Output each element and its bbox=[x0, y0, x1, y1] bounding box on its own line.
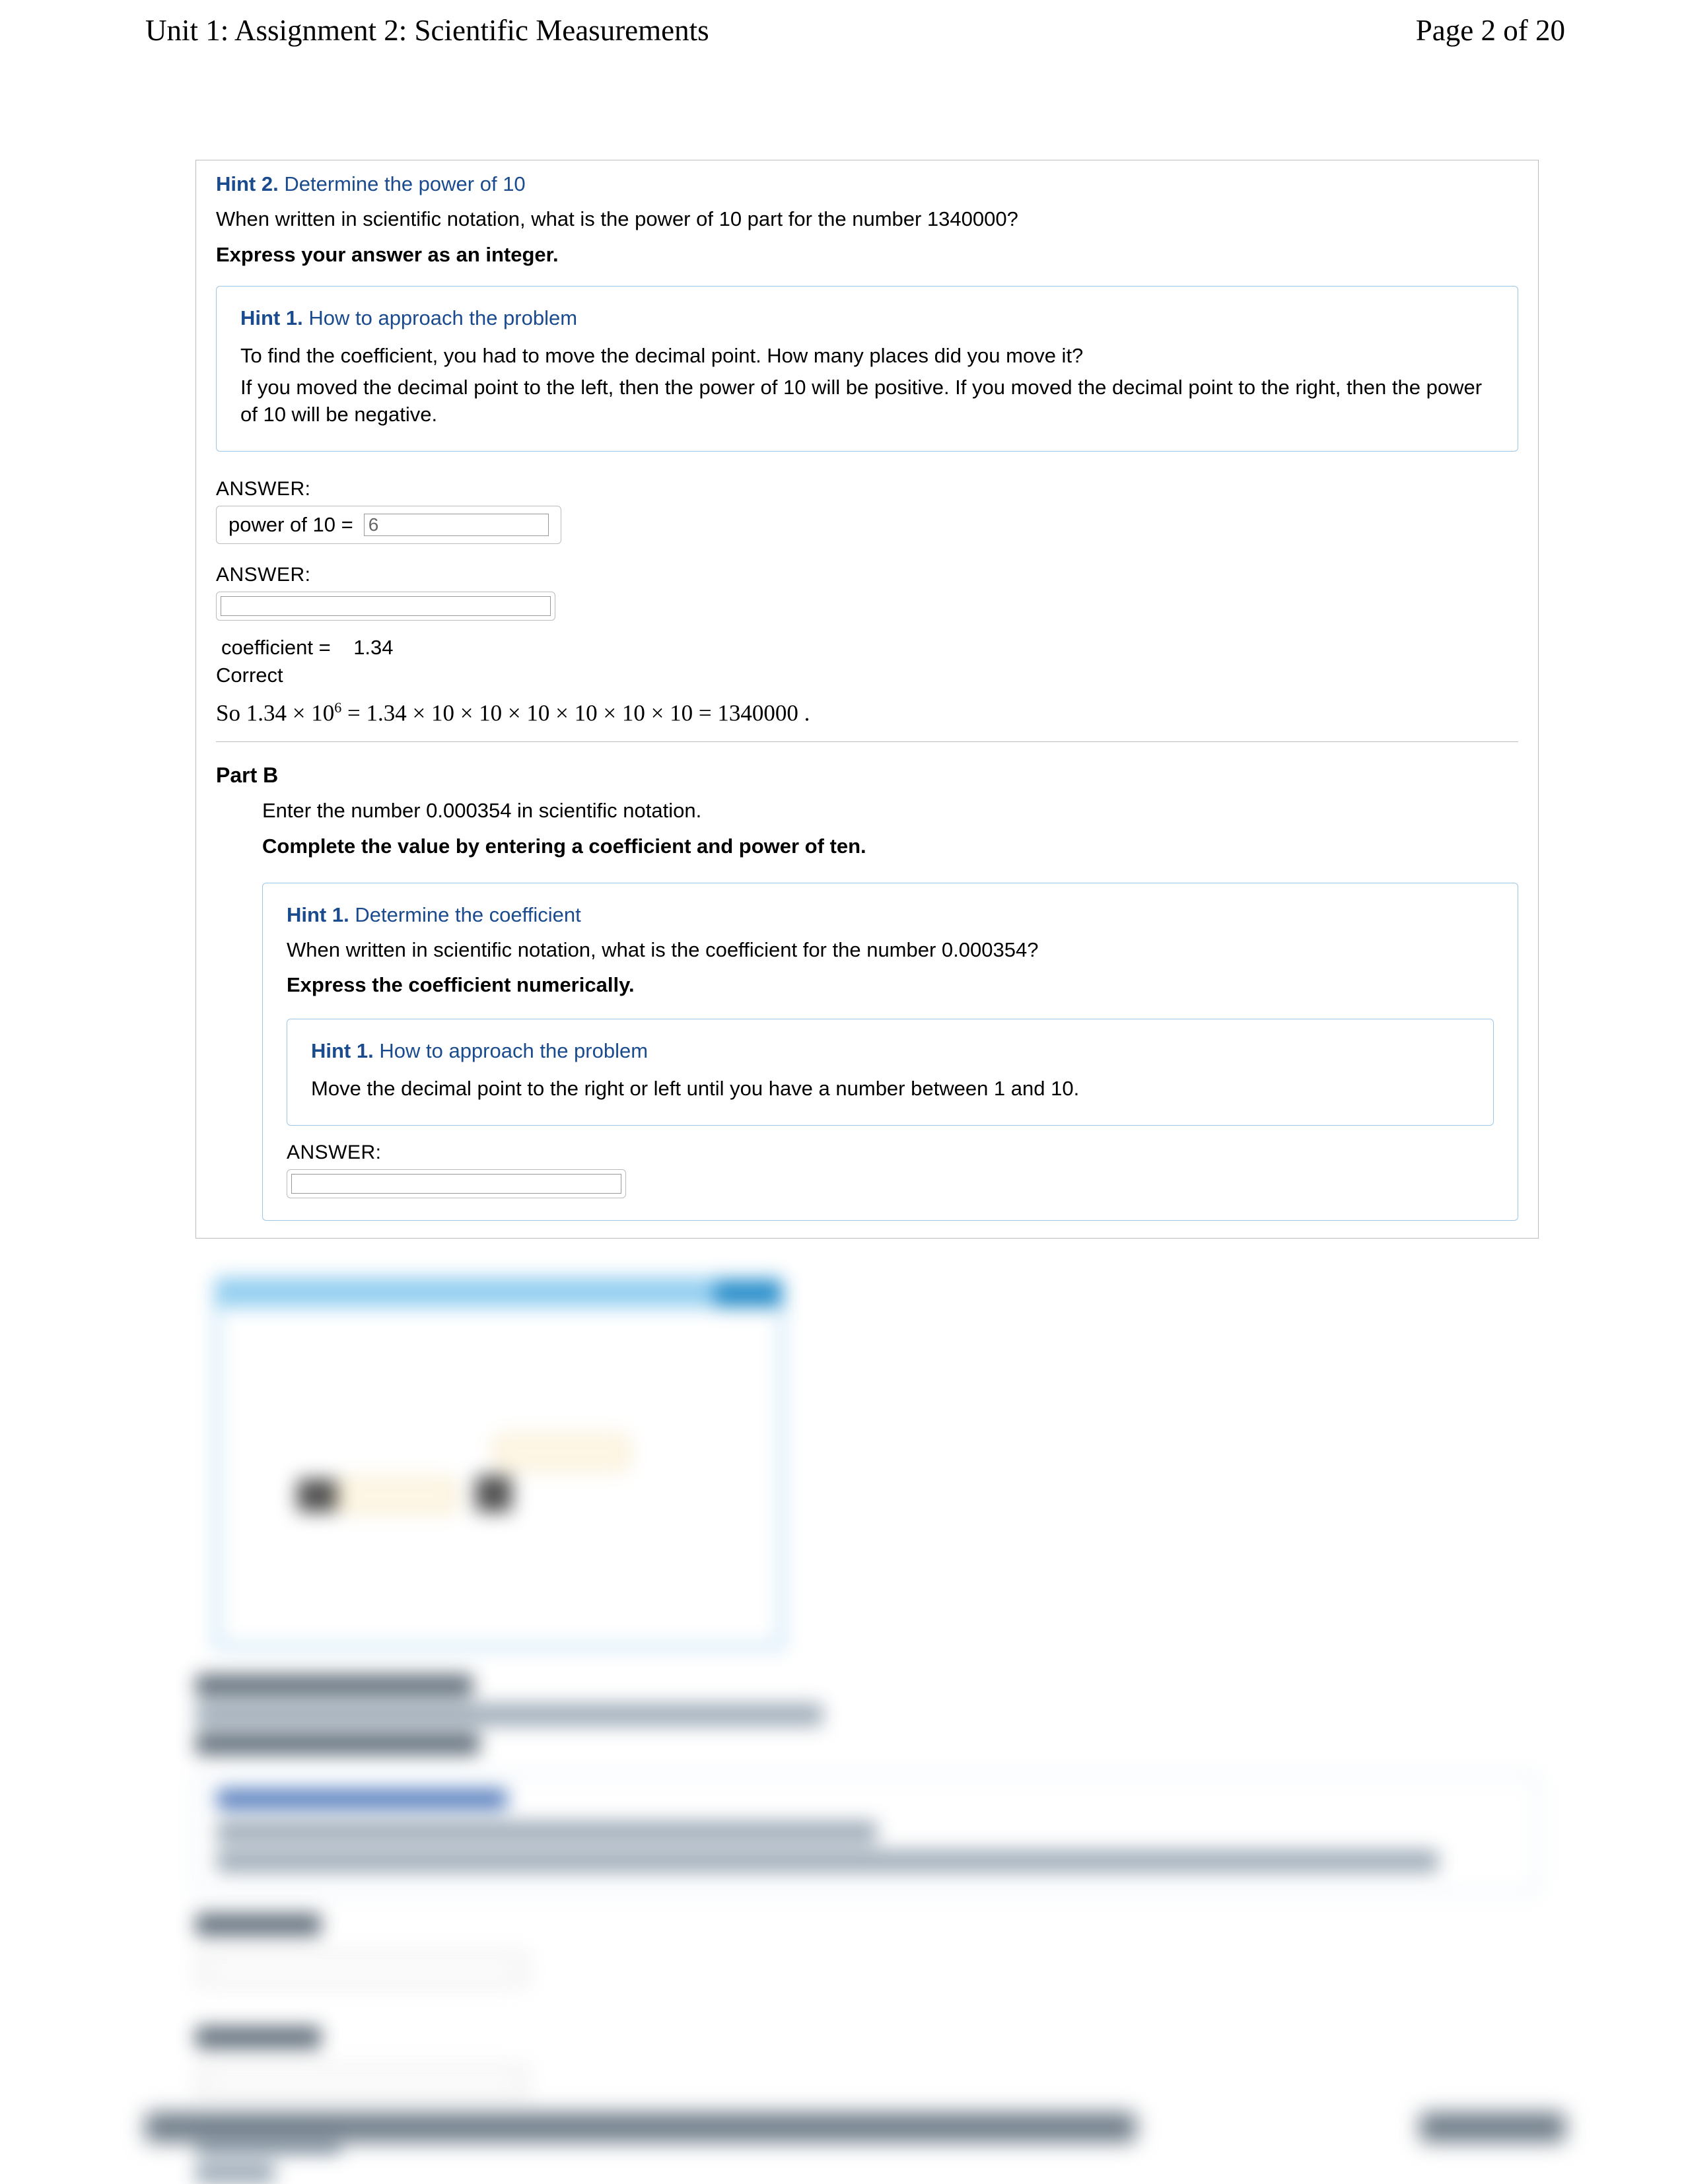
hint2-answer-label: ANSWER: bbox=[216, 469, 1518, 506]
hint2-subhint-title: Hint 1. How to approach the problem bbox=[240, 302, 1494, 335]
hint2-answer-row: power of 10 = bbox=[216, 506, 561, 544]
hint2-subhint-box: Hint 1. How to approach the problem To f… bbox=[216, 286, 1518, 452]
blurred-heading-1 bbox=[195, 1674, 473, 1697]
footer-url-blur bbox=[145, 2113, 1136, 2142]
blurred-text-1 bbox=[195, 1703, 823, 1726]
partB-subhint-box: Hint 1. How to approach the problem Move… bbox=[287, 1019, 1494, 1126]
page-title: Unit 1: Assignment 2: Scientific Measure… bbox=[145, 13, 709, 48]
partB-hint1-title: Hint 1. Determine the coefficient bbox=[287, 899, 1494, 932]
problem-panel: Hint 2. Determine the power of 10 When w… bbox=[195, 160, 1539, 1239]
blurred-hint-line-1 bbox=[217, 1821, 877, 1843]
partB-subhint-body: Move the decimal point to the right or l… bbox=[311, 1068, 1469, 1107]
blurred-hint-title bbox=[217, 1789, 507, 1809]
partB-answer-label: ANSWER: bbox=[287, 1132, 1494, 1169]
blurred-hint-line-2 bbox=[217, 1850, 1438, 1872]
hint2-answer2-label: ANSWER: bbox=[216, 544, 1518, 592]
blurred-answer-label-2 bbox=[195, 2026, 321, 2049]
blurred-input-wrap-2 bbox=[195, 2065, 528, 2100]
partB-answer-input[interactable] bbox=[291, 1174, 621, 1194]
page-number: Page 2 of 20 bbox=[1416, 13, 1565, 48]
partB-hint1-label: Hint 1. bbox=[287, 903, 349, 926]
blurred-small-2 bbox=[195, 2162, 275, 2184]
partB-subhint-title-text: How to approach the problem bbox=[379, 1039, 648, 1062]
hint2-instruction: Express your answer as an integer. bbox=[216, 237, 1518, 273]
blurred-equation-editor bbox=[215, 1278, 783, 1648]
coefficient-value: 1.34 bbox=[353, 636, 393, 659]
blurred-pill-2 bbox=[337, 1479, 456, 1512]
blurred-toolbar-button bbox=[715, 1281, 781, 1307]
coefficient-label: coefficient = bbox=[221, 636, 331, 659]
hint2-subhint-title-text: How to approach the problem bbox=[308, 306, 577, 329]
correct-label: Correct bbox=[216, 660, 1518, 687]
partB-hint1-box: Hint 1. Determine the coefficient When w… bbox=[262, 883, 1518, 1221]
partB-prompt: Enter the number 0.000354 in scientific … bbox=[262, 793, 1518, 829]
power-of-10-input[interactable] bbox=[364, 514, 549, 536]
partB-answer-wrap bbox=[287, 1169, 626, 1198]
partB-instruction: Complete the value by entering a coeffic… bbox=[262, 829, 1518, 864]
blurred-hint-box bbox=[195, 1775, 1539, 1894]
hint2-subhint-label: Hint 1. bbox=[240, 306, 303, 329]
partB-hint1-prompt: When written in scientific notation, wha… bbox=[287, 932, 1494, 968]
coefficient-line: coefficient = 1.34 bbox=[216, 624, 1518, 660]
blurred-input-1 bbox=[203, 1960, 520, 1979]
partB-hint1-title-text: Determine the coefficient bbox=[355, 903, 580, 926]
blurred-heading-2 bbox=[195, 1732, 479, 1755]
partB-hint1-instruction: Express the coefficient numerically. bbox=[287, 967, 1494, 1003]
page-header: Unit 1: Assignment 2: Scientific Measure… bbox=[0, 0, 1684, 48]
hint2-subhint-line1: To find the coefficient, you had to move… bbox=[240, 335, 1494, 374]
blurred-answer-label-1 bbox=[195, 1913, 321, 1936]
math-expansion: So 1.34 × 106 = 1.34 × 10 × 10 × 10 × 10… bbox=[216, 687, 1518, 741]
hint2-answer-prefix: power of 10 = bbox=[228, 513, 353, 537]
blurred-preview-region bbox=[195, 1278, 1539, 2184]
partB-label: Part B bbox=[216, 750, 1518, 793]
blurred-chip-2 bbox=[475, 1476, 512, 1512]
hint2-answer2-input[interactable] bbox=[221, 596, 551, 616]
hint2-title: Hint 2. Determine the power of 10 bbox=[216, 168, 1518, 201]
footer-blur bbox=[145, 2113, 1565, 2152]
hint2-prompt: When written in scientific notation, wha… bbox=[216, 201, 1518, 237]
blurred-pill-1 bbox=[495, 1436, 627, 1469]
blurred-chip-1 bbox=[297, 1479, 337, 1512]
blurred-input-wrap-1 bbox=[195, 1952, 528, 1987]
footer-date-blur bbox=[1420, 2113, 1565, 2142]
blurred-editor-toolbar bbox=[218, 1281, 781, 1307]
hint2-title-text: Determine the power of 10 bbox=[284, 172, 525, 195]
blurred-input-2 bbox=[203, 2072, 520, 2092]
partB-subhint-title: Hint 1. How to approach the problem bbox=[311, 1035, 1469, 1068]
partB-subhint-label: Hint 1. bbox=[311, 1039, 374, 1062]
hint2-answer2-wrap bbox=[216, 592, 555, 621]
hint2-subhint-line2: If you moved the decimal point to the le… bbox=[240, 374, 1494, 433]
hint2-label: Hint 2. bbox=[216, 172, 279, 195]
